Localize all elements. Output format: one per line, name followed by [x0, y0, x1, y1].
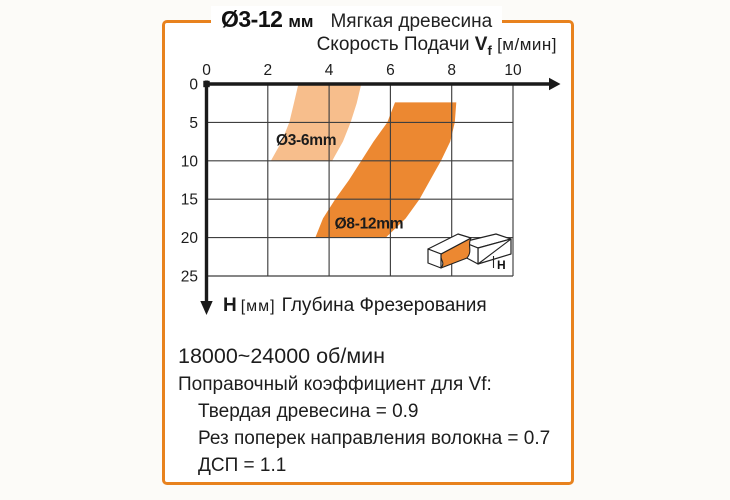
- y-tick-label-0: 0: [189, 77, 198, 94]
- y-tick-label-25: 25: [181, 269, 198, 286]
- title-diameter-value: Ø3-12: [221, 6, 283, 32]
- x-tick-label-8: 8: [447, 62, 456, 79]
- band-label-Ø8-12mm: Ø8-12mm: [335, 216, 404, 233]
- title-diameter-range: Ø3-12 мм: [221, 6, 313, 33]
- correction-hard-wood: Твердая древесина = 0.9: [198, 401, 419, 422]
- x-tick-label-4: 4: [325, 62, 334, 79]
- groove-depth-letter: H: [497, 258, 506, 271]
- x-axis-title-text: Скорость Подачи: [316, 34, 470, 55]
- x-tick-label-6: 6: [386, 62, 395, 79]
- y-axis-title-text: Глубина Фрезерования: [281, 295, 487, 316]
- x-axis-symbol-sub: f: [487, 42, 492, 58]
- groove-depth-diagonal: [477, 238, 512, 265]
- x-axis-arrow: [549, 77, 561, 91]
- x-tick-label-2: 2: [263, 62, 272, 79]
- correction-across-grain: Рез поперек направления волокна = 0.7: [198, 428, 551, 449]
- rpm-range: 18000~24000 об/мин: [178, 344, 386, 368]
- x-tick-label-0: 0: [202, 62, 211, 79]
- y-tick-label-15: 15: [181, 192, 198, 209]
- correction-title: Поправочный коэффициент для Vf:: [178, 374, 492, 395]
- band-Ø8-12mm: [315, 102, 457, 238]
- y-axis-unit: [мм]: [240, 298, 276, 315]
- x-axis-unit: [м/мин]: [497, 35, 557, 54]
- footer-notes: 18000~24000 об/мин Поправочный коэффицие…: [178, 343, 563, 479]
- y-axis-symbol: H: [223, 295, 237, 316]
- y-axis-arrow: [200, 301, 213, 315]
- y-tick-label-20: 20: [181, 230, 199, 247]
- y-tick-label-10: 10: [181, 153, 199, 170]
- title-diameter-unit: мм: [288, 12, 314, 31]
- x-axis-symbol: V: [474, 34, 488, 55]
- groove-depth-icon: H: [427, 233, 512, 271]
- band-label-Ø3-6mm: Ø3-6mm: [276, 132, 336, 149]
- card-title: Ø3-12 мм Мягкая древесина: [211, 6, 503, 36]
- y-tick-label-5: 5: [189, 115, 198, 132]
- title-material: Мягкая древесина: [330, 11, 493, 32]
- feed-speed-chart: 0 2 4 6 8 10 0 5 10 15 20 25 Ø3-6mm Ø8-12mm: [181, 62, 561, 315]
- x-tick-label-10: 10: [504, 62, 522, 79]
- correction-chipboard: ДСП = 1.1: [198, 455, 287, 476]
- y-axis-title: H [мм] Глубина Фрезерования: [223, 295, 487, 317]
- origin-marker: [203, 80, 210, 88]
- chart-card: Ø3-12 мм Мягкая древесина Скорость Подач…: [162, 6, 574, 485]
- groove-left-block-front: [427, 248, 442, 269]
- x-axis-title: Скорость Подачи Vf [м/мин]: [317, 34, 557, 58]
